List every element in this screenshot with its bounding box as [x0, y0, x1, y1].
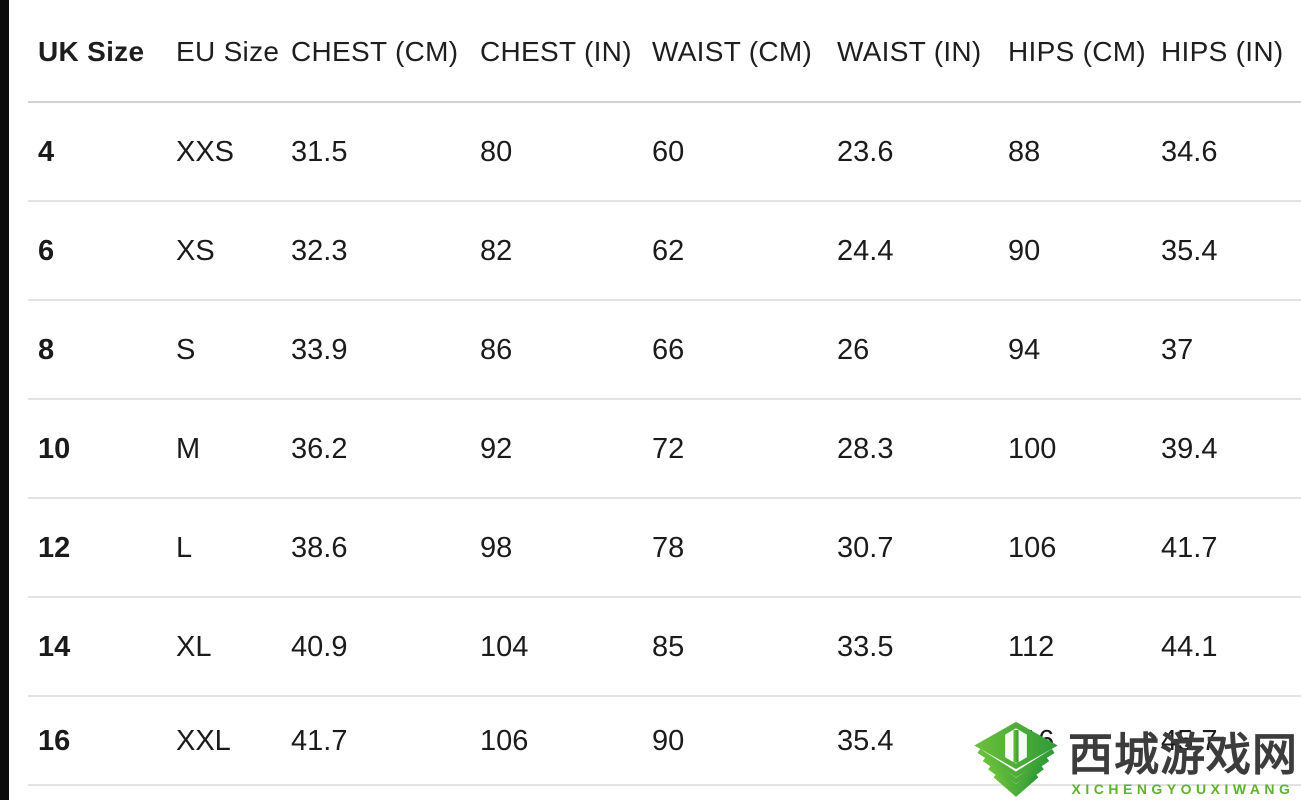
table-body: 4 XXS 31.5 80 60 23.6 88 34.6 6 XS 32.3 …: [0, 103, 1301, 786]
table-cell: 32.3: [291, 235, 348, 267]
table-cell: XL: [176, 631, 212, 663]
table-cell: 85: [652, 631, 685, 663]
table-cell: S: [176, 334, 196, 366]
table-row: 14 XL 40.9 104 85 33.5 112 44.1: [0, 598, 1301, 697]
left-edge-bar: [0, 0, 9, 800]
table-cell: 38.6: [291, 532, 348, 564]
table-cell: 90: [1008, 235, 1041, 267]
table-cell: 8: [38, 334, 55, 366]
watermark-site-name: 西城游戏网: [1067, 729, 1298, 780]
table-cell: XXL: [176, 725, 231, 757]
table-cell: 82: [480, 235, 513, 267]
table-cell: 98: [480, 532, 513, 564]
table-cell: 39.4: [1161, 433, 1218, 465]
table-cell: XXS: [176, 136, 235, 168]
table-header-row: UK Size EU Size CHEST (CM) CHEST (IN) WA…: [0, 0, 1301, 103]
column-header-waist-in: WAIST (IN): [837, 35, 982, 67]
table-cell: M: [176, 433, 201, 465]
table-cell: 6: [38, 235, 55, 267]
column-header-waist-cm: WAIST (CM): [652, 35, 813, 67]
table-cell: 86: [480, 334, 513, 366]
column-header-hips-cm: HIPS (CM): [1008, 35, 1147, 67]
table-row: 10 M 36.2 92 72 28.3 100 39.4: [0, 400, 1301, 499]
table-cell: 90: [652, 725, 685, 757]
table-cell: 24.4: [837, 235, 894, 267]
table-row: 6 XS 32.3 82 62 24.4 90 35.4: [0, 202, 1301, 301]
table-row: 4 XXS 31.5 80 60 23.6 88 34.6: [0, 103, 1301, 202]
table-cell: 94: [1008, 334, 1041, 366]
table-cell: 35.4: [837, 725, 894, 757]
table-row: 16 XXL 41.7 106 90 35.4 116 45.7: [0, 697, 1301, 786]
table-cell: 40.9: [291, 631, 348, 663]
table-cell: 92: [480, 433, 513, 465]
column-header-eu-size: EU Size: [176, 35, 280, 67]
table-cell: 106: [1008, 532, 1057, 564]
table-cell: 28.3: [837, 433, 894, 465]
column-header-chest-in: CHEST (IN): [480, 35, 632, 67]
table-cell: 26: [837, 334, 870, 366]
table-cell: 23.6: [837, 136, 894, 168]
table-cell: 106: [480, 725, 529, 757]
site-watermark: 西城游戏网 XICHENGYOUXIWANG: [970, 721, 1298, 799]
table-cell: 35.4: [1161, 235, 1218, 267]
table-cell: 78: [652, 532, 685, 564]
table-cell: 80: [480, 136, 513, 168]
column-header-chest-cm: CHEST (CM): [291, 35, 459, 67]
table-cell: 44.1: [1161, 631, 1218, 663]
table-cell: 36.2: [291, 433, 348, 465]
watermark-text-block: 西城游戏网 XICHENGYOUXIWANG: [1068, 732, 1298, 799]
table-cell: 62: [652, 235, 685, 267]
table-cell: 112: [1008, 631, 1055, 663]
table-cell: 88: [1008, 136, 1041, 168]
xicheng-logo-icon: [974, 721, 1058, 797]
table-cell: 45.7: [1161, 725, 1218, 757]
column-header-uk-size: UK Size: [38, 35, 145, 67]
table-cell: 4: [38, 136, 55, 168]
table-cell: 14: [38, 631, 71, 663]
table-cell: 31.5: [291, 136, 348, 168]
table-cell: XS: [176, 235, 215, 267]
table-cell: 104: [480, 631, 529, 663]
table-cell: 37: [1161, 334, 1194, 366]
table-cell: 72: [652, 433, 685, 465]
watermark-site-pinyin: XICHENGYOUXIWANG: [1071, 781, 1295, 797]
table-cell: 33.5: [837, 631, 894, 663]
table-cell: 16: [38, 725, 71, 757]
table-cell: 100: [1008, 433, 1057, 465]
table-cell: 34.6: [1161, 136, 1218, 168]
column-header-hips-in: HIPS (IN): [1161, 35, 1284, 67]
table-cell: 10: [38, 433, 71, 465]
table-cell: 33.9: [291, 334, 348, 366]
table-cell: 60: [652, 136, 685, 168]
table-cell: 41.7: [291, 725, 348, 757]
table-cell: 41.7: [1161, 532, 1218, 564]
table-row: 12 L 38.6 98 78 30.7 106 41.7: [0, 499, 1301, 598]
table-cell: 30.7: [837, 532, 894, 564]
table-row: 8 S 33.9 86 66 26 94 37: [0, 301, 1301, 400]
table-cell: 66: [652, 334, 685, 366]
table-cell: 12: [38, 532, 71, 564]
table-cell: L: [176, 532, 193, 564]
